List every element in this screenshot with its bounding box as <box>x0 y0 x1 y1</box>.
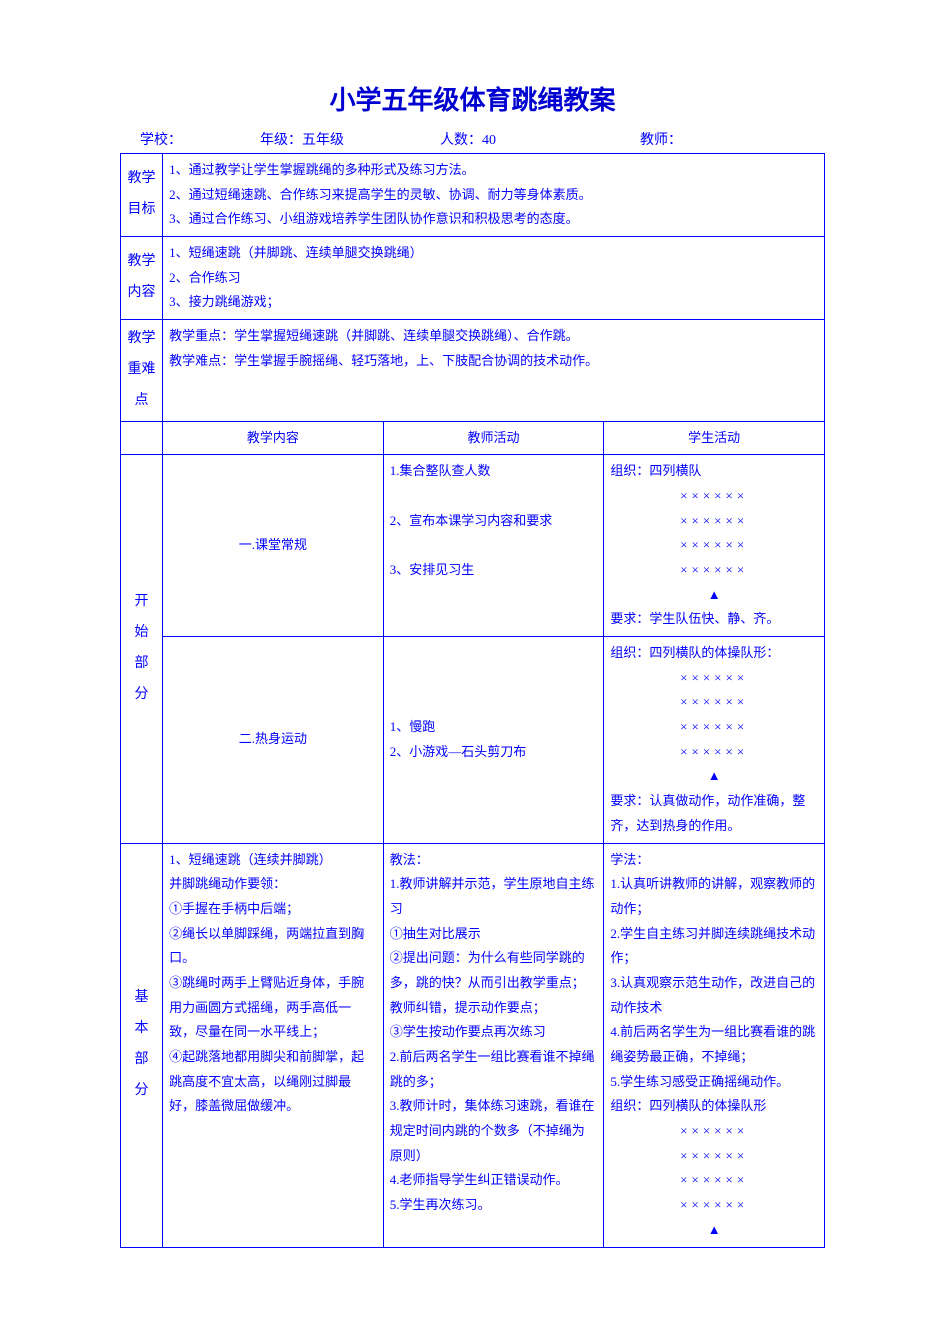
label-goal: 教学目标 <box>121 154 163 237</box>
start2-teacher: 1、慢跑2、小游戏—石头剪刀布 <box>383 637 604 844</box>
body-content: 1、短绳速跳（并脚跳、连续单腿交换跳绳）2、合作练习3、接力跳绳游戏； <box>163 237 825 320</box>
meta-row: 学校： 年级：五年级 人数：40 教师： <box>120 129 825 149</box>
meta-grade: 年级：五年级 <box>260 129 440 149</box>
s1-org: 组织：四列横队 <box>610 459 818 484</box>
hdr-student: 学生活动 <box>604 421 825 455</box>
row-headers: 教学内容 教师活动 学生活动 <box>121 421 825 455</box>
meta-teacher: 教师： <box>640 129 760 149</box>
s1-formation: ×××××××××××××××××××××××× <box>610 484 818 583</box>
blank-header <box>121 421 163 455</box>
basic-student-text: 学法：1.认真听讲教师的讲解，观察教师的动作；2.学生自主练习并脚连续跳绳技术动… <box>610 848 818 1120</box>
row-start-2: 二.热身运动 1、慢跑2、小游戏—石头剪刀布 组织：四列横队的体操队形： ×××… <box>121 637 825 844</box>
meta-count: 人数：40 <box>440 129 640 149</box>
basic-triangle-icon: ▲ <box>610 1218 818 1243</box>
row-basic: 基本部分 1、短绳速跳（连续并脚跳）并脚跳绳动作要领：①手握在手柄中后端；②绳长… <box>121 843 825 1247</box>
start2-student: 组织：四列横队的体操队形： ×××××××××××××××××××××××× ▲… <box>604 637 825 844</box>
start1-teacher: 1.集合整队查人数2、宣布本课学习内容和要求3、安排见习生 <box>383 455 604 637</box>
row-keypoint: 教学重难点 教学重点：学生掌握短绳速跳（并脚跳、连续单腿交换跳绳）、合作跳。教学… <box>121 320 825 421</box>
basic-formation: ×××××××××××××××××××××××× <box>610 1119 818 1218</box>
body-goal: 1、通过教学让学生掌握跳绳的多种形式及练习方法。2、通过短绳速跳、合作练习来提高… <box>163 154 825 237</box>
body-keypoint: 教学重点：学生掌握短绳速跳（并脚跳、连续单腿交换跳绳）、合作跳。教学难点：学生掌… <box>163 320 825 421</box>
row-content: 教学内容 1、短绳速跳（并脚跳、连续单腿交换跳绳）2、合作练习3、接力跳绳游戏； <box>121 237 825 320</box>
row-goal: 教学目标 1、通过教学让学生掌握跳绳的多种形式及练习方法。2、通过短绳速跳、合作… <box>121 154 825 237</box>
label-basic: 基本部分 <box>121 843 163 1247</box>
row-start-1: 开始部分 一.课堂常规 1.集合整队查人数2、宣布本课学习内容和要求3、安排见习… <box>121 455 825 637</box>
basic-student: 学法：1.认真听讲教师的讲解，观察教师的动作；2.学生自主练习并脚连续跳绳技术动… <box>604 843 825 1247</box>
label-content: 教学内容 <box>121 237 163 320</box>
s2-triangle-icon: ▲ <box>610 764 818 789</box>
hdr-content: 教学内容 <box>163 421 384 455</box>
label-start: 开始部分 <box>121 455 163 843</box>
page-title: 小学五年级体育跳绳教案 <box>120 80 825 117</box>
meta-school: 学校： <box>140 129 260 149</box>
basic-content: 1、短绳速跳（连续并脚跳）并脚跳绳动作要领：①手握在手柄中后端；②绳长以单脚踩绳… <box>163 843 384 1247</box>
label-keypoint: 教学重难点 <box>121 320 163 421</box>
s1-req: 要求：学生队伍快、静、齐。 <box>610 607 818 632</box>
lesson-table: 教学目标 1、通过教学让学生掌握跳绳的多种形式及练习方法。2、通过短绳速跳、合作… <box>120 153 825 1248</box>
s2-formation: ×××××××××××××××××××××××× <box>610 666 818 765</box>
s2-org: 组织：四列横队的体操队形： <box>610 641 818 666</box>
s2-req: 要求：认真做动作，动作准确，整齐，达到热身的作用。 <box>610 789 818 838</box>
start1-content: 一.课堂常规 <box>163 455 384 637</box>
start2-content: 二.热身运动 <box>163 637 384 844</box>
basic-teacher: 教法：1.教师讲解并示范，学生原地自主练习①抽生对比展示②提出问题：为什么有些同… <box>383 843 604 1247</box>
s1-triangle-icon: ▲ <box>610 583 818 608</box>
start1-student: 组织：四列横队 ×××××××××××××××××××××××× ▲ 要求：学生… <box>604 455 825 637</box>
hdr-teacher: 教师活动 <box>383 421 604 455</box>
